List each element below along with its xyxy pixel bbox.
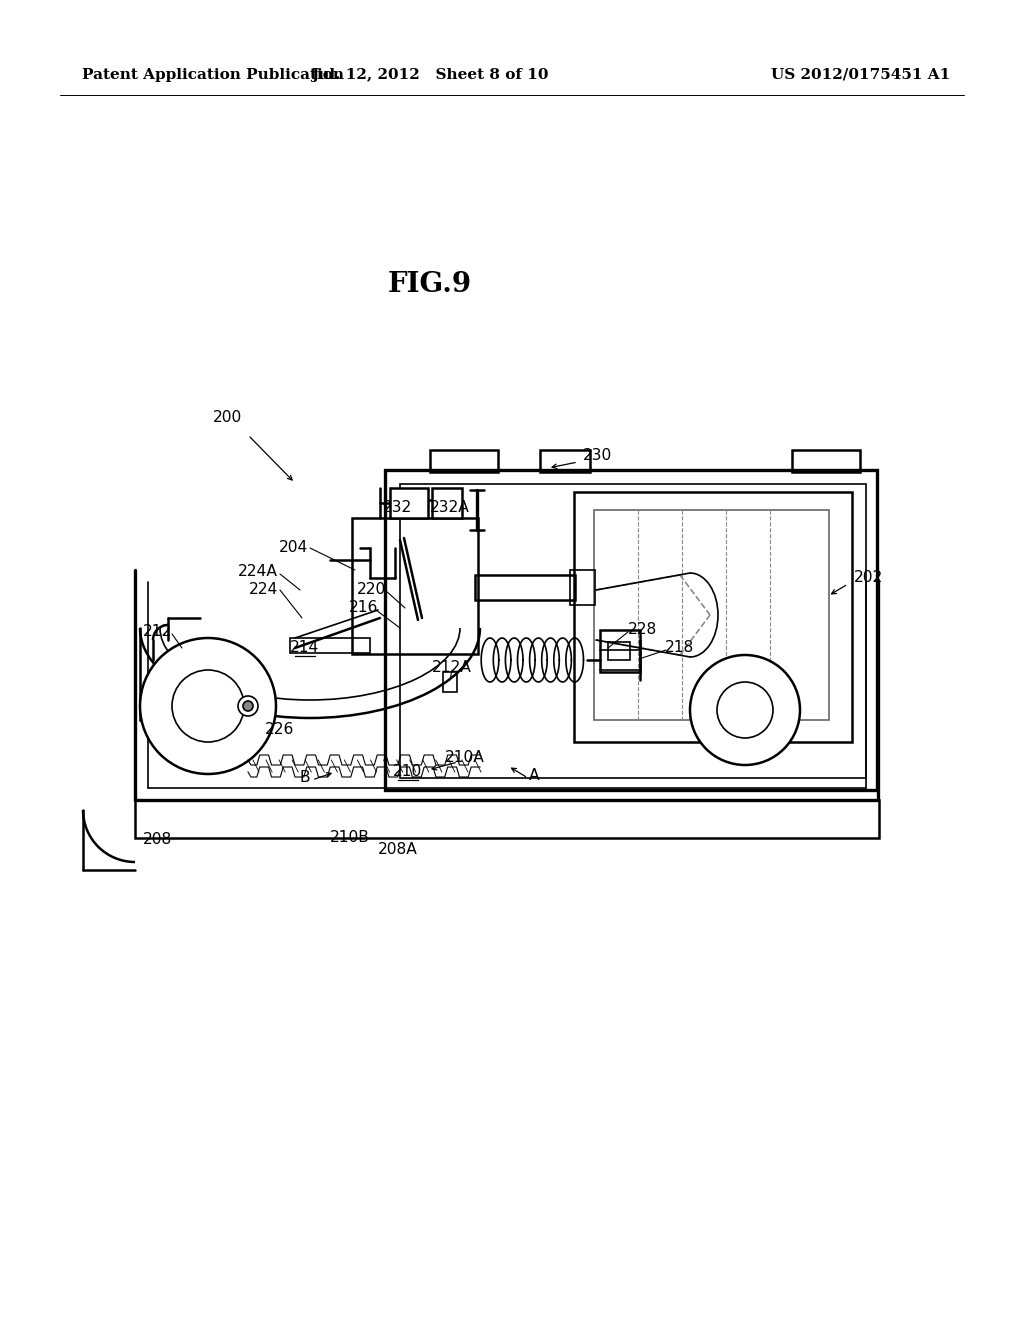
Text: 210A: 210A — [445, 751, 485, 766]
Bar — [443, 672, 457, 692]
Bar — [390, 488, 428, 517]
Circle shape — [243, 701, 253, 711]
Text: Jul. 12, 2012   Sheet 8 of 10: Jul. 12, 2012 Sheet 8 of 10 — [311, 69, 549, 82]
Text: FIG.9: FIG.9 — [388, 272, 472, 298]
Text: 212A: 212A — [432, 660, 472, 676]
Circle shape — [238, 696, 258, 715]
Bar — [600, 630, 640, 672]
Text: B: B — [300, 771, 310, 785]
Bar — [594, 510, 829, 719]
Bar — [574, 492, 852, 742]
Bar — [430, 450, 498, 473]
Text: 224: 224 — [249, 582, 278, 598]
Bar — [352, 517, 478, 653]
Text: Patent Application Publication: Patent Application Publication — [82, 69, 344, 82]
Text: 218: 218 — [665, 640, 694, 656]
Circle shape — [690, 655, 800, 766]
Text: US 2012/0175451 A1: US 2012/0175451 A1 — [771, 69, 950, 82]
Text: 228: 228 — [628, 623, 657, 638]
Text: 230: 230 — [584, 449, 612, 463]
Text: 210B: 210B — [330, 830, 370, 846]
Text: 232A: 232A — [430, 500, 470, 516]
Text: 210: 210 — [393, 764, 423, 780]
Bar — [475, 576, 575, 601]
Bar — [385, 470, 877, 789]
Text: 214: 214 — [291, 640, 319, 656]
Circle shape — [140, 638, 276, 774]
Bar — [608, 642, 630, 660]
Text: 224A: 224A — [238, 565, 278, 579]
Text: 202: 202 — [854, 570, 884, 586]
Text: 208A: 208A — [378, 842, 418, 858]
Circle shape — [717, 682, 773, 738]
Circle shape — [172, 671, 244, 742]
Text: 212: 212 — [142, 624, 172, 639]
Text: A: A — [528, 768, 540, 784]
Text: 204: 204 — [279, 540, 308, 556]
Text: 220: 220 — [356, 582, 386, 598]
Text: 208: 208 — [143, 833, 173, 847]
Bar — [400, 484, 866, 777]
Text: 232: 232 — [383, 500, 413, 516]
Bar — [792, 450, 860, 473]
Bar — [290, 638, 370, 653]
Text: 216: 216 — [348, 601, 378, 615]
Bar — [540, 450, 590, 473]
Text: 226: 226 — [265, 722, 295, 738]
Bar — [432, 488, 462, 517]
Bar — [135, 800, 879, 838]
Bar — [570, 570, 595, 605]
Text: 200: 200 — [213, 411, 243, 425]
